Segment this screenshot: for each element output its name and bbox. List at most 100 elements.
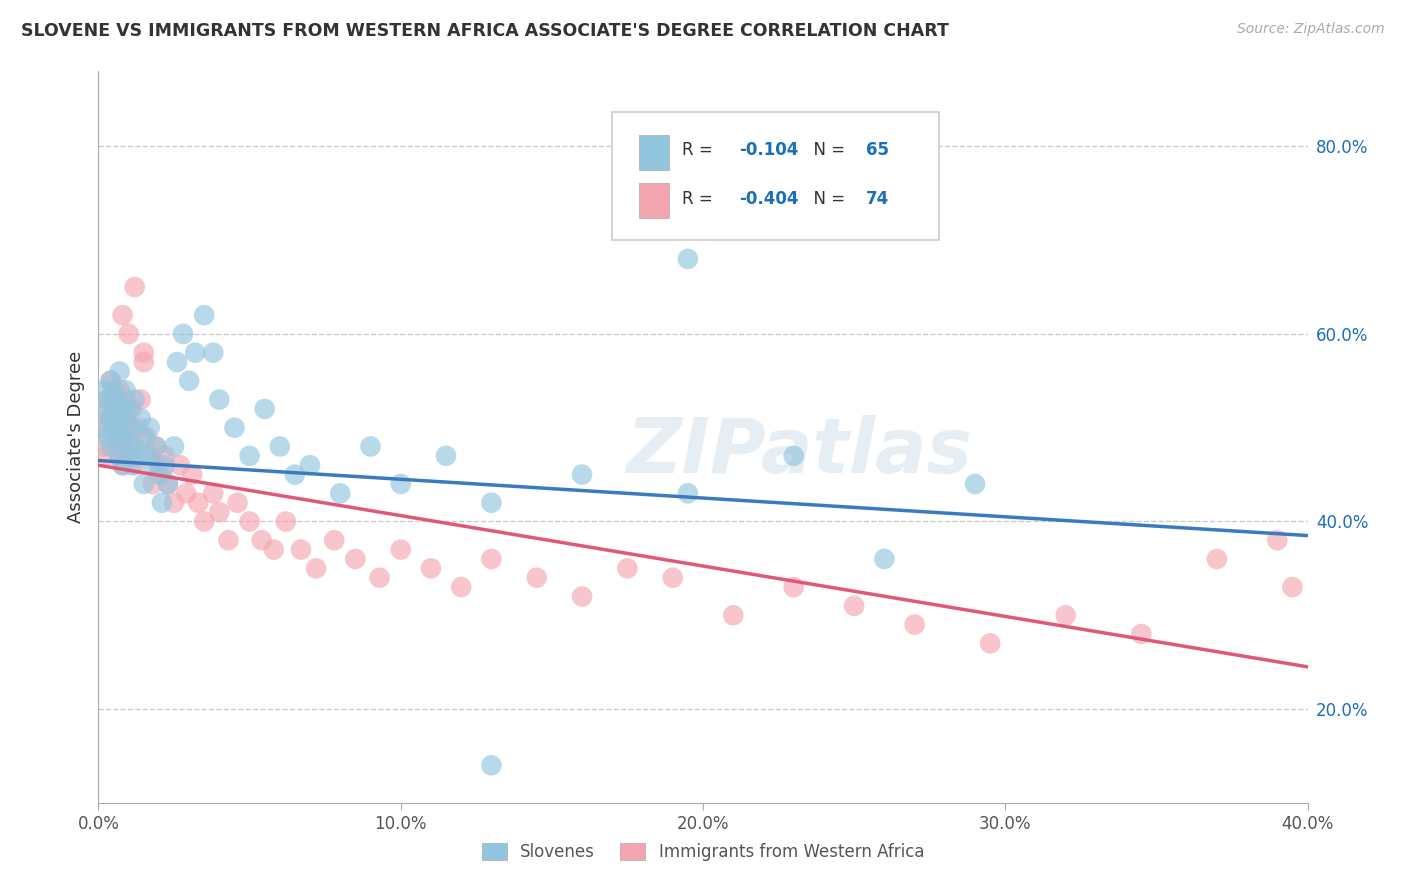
Point [103, 420, 125, 434]
Point [124, 392, 146, 407]
Point [368, 571, 391, 585]
Point [111, 430, 134, 444]
Point [150, 467, 173, 482]
Point [305, 561, 328, 575]
Point [163, 496, 186, 510]
Point [105, 430, 128, 444]
Point [299, 458, 322, 473]
Point [187, 496, 209, 510]
Point [226, 496, 249, 510]
Point [344, 552, 367, 566]
Point [132, 477, 155, 491]
Point [103, 383, 125, 397]
Point [166, 355, 188, 369]
Point [114, 383, 136, 397]
Point [121, 458, 143, 473]
Point [224, 420, 246, 434]
Point [1054, 608, 1077, 623]
Text: N =: N = [803, 190, 851, 209]
Point [481, 552, 503, 566]
Point [103, 401, 125, 416]
Point [1281, 580, 1303, 594]
Point [93, 440, 115, 454]
Text: R =: R = [682, 190, 718, 209]
Point [124, 280, 146, 294]
Text: SLOVENE VS IMMIGRANTS FROM WESTERN AFRICA ASSOCIATE'S DEGREE CORRELATION CHART: SLOVENE VS IMMIGRANTS FROM WESTERN AFRIC… [21, 22, 949, 40]
Point [389, 477, 412, 491]
FancyBboxPatch shape [613, 112, 939, 240]
Point [172, 326, 194, 341]
Point [526, 571, 548, 585]
Point [121, 420, 143, 434]
Point [93, 401, 115, 416]
Text: 74: 74 [866, 190, 890, 209]
Point [142, 477, 165, 491]
Point [121, 440, 143, 454]
Point [124, 440, 146, 454]
Point [108, 449, 131, 463]
Point [163, 440, 186, 454]
Point [111, 458, 134, 473]
Point [118, 401, 141, 416]
Point [1130, 627, 1153, 641]
Point [132, 345, 155, 359]
Point [111, 458, 134, 473]
Y-axis label: Associate's Degree: Associate's Degree [66, 351, 84, 524]
Point [450, 580, 472, 594]
Point [132, 355, 155, 369]
Point [153, 458, 176, 473]
Point [118, 449, 141, 463]
Point [100, 374, 122, 388]
Point [156, 477, 179, 491]
Text: N =: N = [803, 141, 851, 160]
Point [139, 420, 162, 434]
Text: -0.104: -0.104 [740, 141, 799, 160]
Point [111, 401, 134, 416]
FancyBboxPatch shape [638, 183, 669, 218]
Text: 65: 65 [866, 141, 889, 160]
Point [105, 440, 128, 454]
Point [208, 505, 231, 519]
Point [181, 467, 204, 482]
Legend: Slovenes, Immigrants from Western Africa: Slovenes, Immigrants from Western Africa [475, 836, 931, 868]
Point [174, 486, 197, 500]
Point [274, 515, 297, 529]
Point [156, 477, 179, 491]
Point [108, 449, 131, 463]
Point [217, 533, 239, 548]
Point [139, 449, 162, 463]
Point [100, 411, 122, 425]
Point [389, 542, 412, 557]
Point [420, 561, 443, 575]
Point [571, 467, 593, 482]
Point [676, 252, 699, 266]
Point [269, 440, 291, 454]
Point [111, 430, 134, 444]
Point [129, 392, 152, 407]
Text: -0.404: -0.404 [740, 190, 799, 209]
Point [105, 401, 128, 416]
Point [284, 467, 307, 482]
Point [904, 617, 927, 632]
Point [103, 420, 125, 434]
Point [103, 392, 125, 407]
Point [1267, 533, 1289, 548]
Point [135, 430, 157, 444]
Point [108, 411, 131, 425]
Point [148, 467, 170, 482]
Point [481, 758, 503, 772]
Point [93, 420, 115, 434]
Point [96, 449, 118, 463]
Point [323, 533, 346, 548]
Point [676, 486, 699, 500]
Point [208, 392, 231, 407]
Point [169, 458, 191, 473]
Point [148, 458, 170, 473]
Point [571, 590, 593, 604]
Point [90, 420, 112, 434]
Point [184, 345, 207, 359]
Point [111, 308, 134, 322]
Text: R =: R = [682, 141, 718, 160]
Point [145, 440, 167, 454]
Point [90, 401, 112, 416]
